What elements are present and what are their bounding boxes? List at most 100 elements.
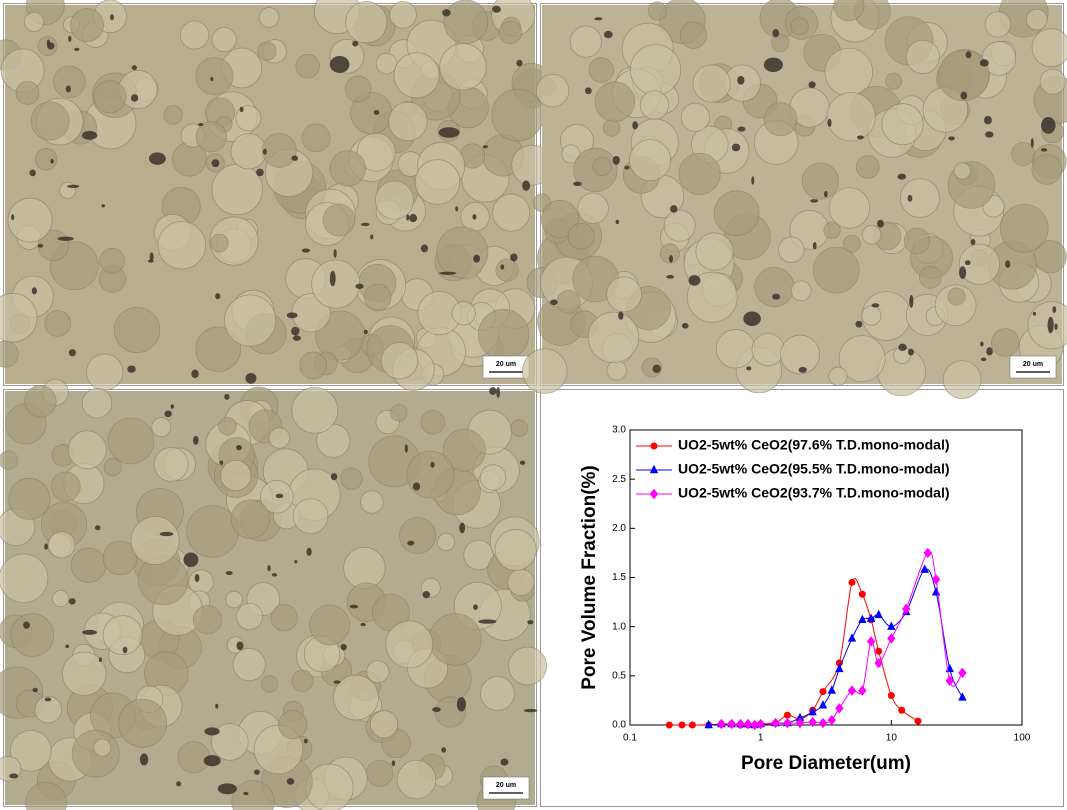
grain — [906, 40, 939, 73]
pore — [772, 294, 780, 300]
pore — [23, 622, 30, 629]
pore — [981, 357, 986, 361]
grain — [344, 547, 386, 589]
pore — [267, 565, 270, 571]
marker — [848, 579, 855, 586]
pore — [198, 123, 203, 126]
grain — [164, 106, 183, 125]
grain — [437, 534, 454, 551]
grain — [310, 605, 350, 645]
pore — [9, 774, 18, 779]
y-tick-label: 0.0 — [612, 720, 626, 731]
pore — [984, 116, 992, 124]
grain — [407, 451, 454, 498]
pore — [908, 195, 913, 202]
grain — [397, 760, 436, 799]
marker — [898, 707, 905, 714]
grain — [0, 451, 18, 470]
pore — [215, 704, 218, 709]
pore — [352, 41, 358, 47]
pore — [360, 623, 365, 626]
pore — [824, 191, 828, 197]
micrograph: 20 um — [523, 0, 1067, 398]
grain — [557, 290, 580, 313]
grain — [262, 676, 278, 692]
pore — [985, 131, 993, 137]
pore — [150, 252, 154, 261]
pore — [355, 284, 363, 289]
pore — [287, 778, 295, 785]
grain — [593, 157, 612, 176]
pore — [442, 9, 450, 16]
pore — [127, 365, 136, 372]
x-tick-label: 0.1 — [623, 733, 637, 744]
pore — [478, 619, 496, 623]
grain — [262, 133, 296, 167]
grain — [68, 431, 106, 469]
grain — [226, 591, 243, 608]
grain — [679, 153, 720, 194]
pore — [439, 127, 460, 138]
pore — [219, 460, 223, 465]
pore — [585, 87, 592, 94]
pore — [245, 373, 256, 384]
pore — [618, 312, 623, 320]
pore — [47, 40, 50, 46]
pore — [751, 176, 754, 184]
grain — [752, 334, 784, 366]
grain — [959, 244, 999, 284]
pore — [406, 214, 409, 220]
pore — [613, 156, 620, 165]
pore — [669, 255, 673, 262]
y-tick-label: 2.0 — [612, 523, 626, 534]
marker — [859, 591, 866, 598]
pore — [409, 214, 417, 222]
pore — [682, 323, 689, 329]
pore — [666, 275, 674, 279]
pore — [986, 347, 993, 355]
grain — [11, 614, 54, 657]
grain — [292, 670, 313, 691]
pore — [212, 159, 220, 167]
pore — [57, 237, 73, 241]
pore — [948, 136, 955, 140]
grain — [478, 309, 528, 359]
pore — [960, 92, 967, 100]
pore — [430, 462, 434, 468]
grain — [536, 74, 569, 107]
pore — [855, 321, 862, 328]
grain — [87, 354, 123, 390]
pore — [616, 220, 619, 224]
grain — [714, 191, 759, 236]
pore — [764, 58, 783, 72]
grain — [948, 288, 965, 305]
grain — [499, 21, 522, 44]
grain — [330, 151, 366, 187]
grain — [886, 73, 902, 89]
marker — [784, 712, 791, 719]
grain — [862, 225, 881, 244]
grain — [680, 22, 706, 48]
grain — [389, 102, 427, 140]
grain — [71, 548, 106, 583]
pore — [573, 182, 582, 186]
pore — [183, 552, 198, 567]
pore — [226, 571, 233, 575]
grain — [346, 2, 387, 43]
grain — [236, 603, 262, 629]
pore — [432, 707, 441, 712]
pore — [413, 482, 420, 490]
pore — [392, 760, 396, 766]
grain — [300, 352, 327, 379]
pore — [330, 56, 350, 73]
pore — [423, 591, 431, 598]
pore — [670, 205, 677, 213]
pore — [82, 131, 98, 140]
pore — [140, 754, 148, 766]
pore — [333, 680, 340, 683]
y-tick-label: 1.5 — [612, 572, 626, 583]
grain — [104, 458, 121, 475]
grain — [827, 93, 875, 141]
pore — [483, 145, 488, 148]
grain — [341, 468, 363, 490]
